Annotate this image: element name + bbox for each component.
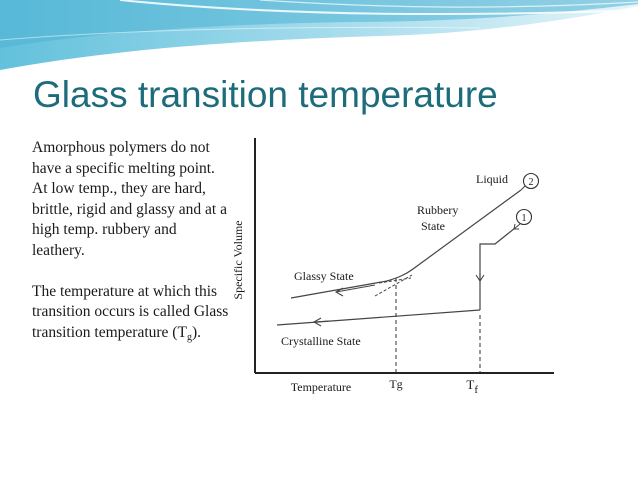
curve-crystalline-state — [276, 309, 481, 326]
rubbery-extrapolation-line — [378, 277, 412, 284]
cooling-arrow-1 — [513, 223, 521, 230]
marker-2-circle — [522, 172, 540, 190]
glassy-state-arrow — [334, 284, 376, 297]
diagram-background — [229, 135, 560, 402]
tick-label-tf-main: T — [466, 377, 474, 392]
tick-label-tf-sub: f — [474, 384, 478, 396]
paragraph-transition-end: ). — [191, 323, 201, 341]
marker-1-label: 1 — [522, 213, 527, 224]
tg-subscript: g — [186, 331, 192, 343]
crystallization-arrow — [475, 273, 485, 282]
paragraph-amorphous: Amorphous polymers do not have a specifi… — [32, 139, 227, 259]
label-rubbery-line1: Rubbery — [417, 203, 458, 217]
marker-1-circle — [515, 208, 533, 226]
x-axis-label: Temperature — [291, 380, 351, 394]
liquid-curve-tip — [520, 185, 526, 191]
slide-title: Glass transition temperature — [33, 74, 498, 115]
label-liquid: Liquid — [476, 172, 508, 186]
crystalline-state-arrow — [312, 317, 330, 327]
header-wave-banner — [0, 0, 638, 70]
specific-volume-diagram: Specific Volume Temperature Tg Tf Liquid… — [229, 135, 560, 402]
paragraph-transition: The temperature at which this transition… — [32, 282, 232, 349]
paragraph-transition-text: The temperature at which this transition… — [32, 282, 229, 341]
label-rubbery-line2: State — [421, 219, 445, 233]
marker-2-label: 2 — [529, 177, 534, 188]
y-axis-label: Specific Volume — [231, 220, 245, 299]
label-crystalline-state: Crystalline State — [281, 334, 361, 348]
slide-body-text: Amorphous polymers do not have a specifi… — [32, 138, 232, 368]
tick-label-tg: Tg — [389, 377, 402, 391]
label-glassy-state: Glassy State — [294, 269, 354, 283]
curve-amorphous — [290, 189, 522, 299]
tick-label-tf: Tf — [466, 377, 478, 396]
